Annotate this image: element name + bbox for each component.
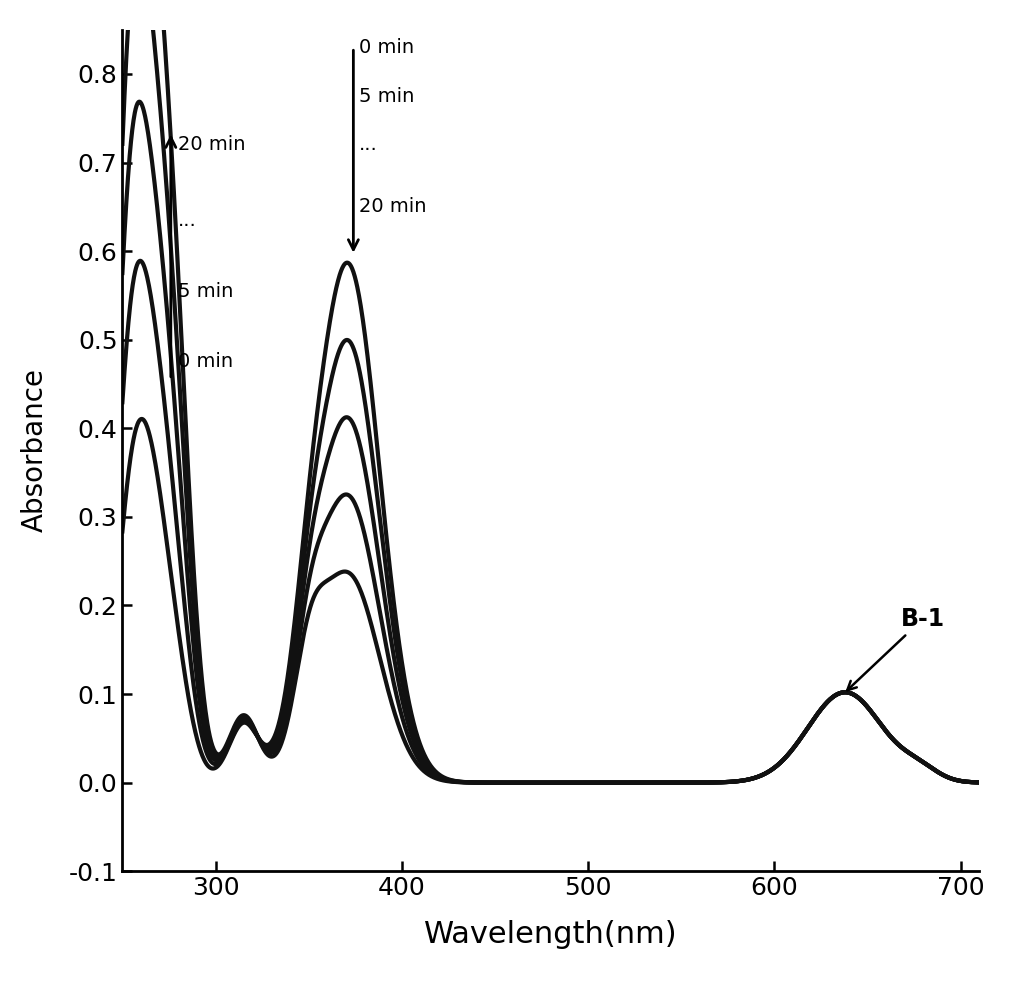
Text: ...: ...: [359, 136, 377, 154]
Text: ...: ...: [178, 211, 197, 230]
Text: 0 min: 0 min: [178, 352, 233, 371]
Text: 20 min: 20 min: [178, 136, 246, 154]
Y-axis label: Absorbance: Absorbance: [21, 368, 49, 533]
Text: 0 min: 0 min: [359, 38, 414, 56]
Text: 20 min: 20 min: [359, 197, 426, 217]
Text: B-1: B-1: [847, 607, 945, 690]
Text: 5 min: 5 min: [359, 87, 414, 106]
X-axis label: Wavelength(nm): Wavelength(nm): [424, 920, 677, 948]
Text: 5 min: 5 min: [178, 281, 233, 301]
